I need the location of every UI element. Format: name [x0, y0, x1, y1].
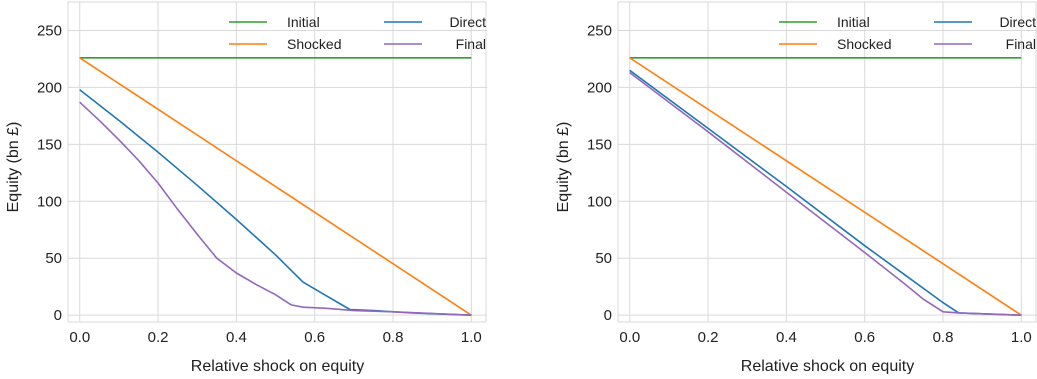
y-tick-label: 250 [37, 22, 62, 39]
series-line-final [79, 101, 472, 316]
legend: Initial Shocked Direct Final [229, 14, 486, 52]
series-line-direct [629, 69, 1022, 316]
x-axis-label: Relative shock on equity [191, 358, 364, 374]
plot-frame [67, 1, 487, 323]
x-tick-label: 0.6 [304, 329, 325, 346]
y-tick-label: 200 [37, 79, 62, 96]
legend: Initial Shocked Direct Final [779, 14, 1036, 52]
y-tick-label: 100 [587, 193, 612, 210]
y-tick-label: 150 [587, 136, 612, 153]
x-tick-label: 0.6 [854, 329, 875, 346]
plot-frame [617, 1, 1037, 323]
chart-panel-1: 0.0 0.2 0.4 0.6 0.8 1.0 0 50 100 150 200 250 Relativ… [5, 1, 487, 375]
y-tick-label: 150 [37, 136, 62, 153]
y-axis-label: Equity (bn £) [555, 122, 572, 213]
legend-label: Direct [999, 14, 1036, 30]
series-line-direct [79, 89, 472, 316]
x-tick-label: 0.2 [698, 329, 719, 346]
y-tick-label: 0 [604, 307, 612, 324]
y-tick-label: 100 [37, 193, 62, 210]
series-line-final [629, 71, 1022, 316]
x-tick-label: 0.2 [148, 329, 169, 346]
legend-label: Shocked [837, 36, 891, 52]
y-tick-label: 50 [595, 250, 612, 267]
x-tick-label: 1.0 [461, 329, 482, 346]
x-tick-label: 0.0 [619, 329, 640, 346]
x-axis-label: Relative shock on equity [741, 358, 914, 374]
x-tick-label: 1.0 [1011, 329, 1032, 346]
x-tick-label: 0.0 [69, 329, 90, 346]
x-tick-label: 0.4 [776, 329, 797, 346]
y-tick-label: 250 [587, 22, 612, 39]
legend-label: Initial [837, 14, 870, 30]
x-tick-label: 0.8 [933, 329, 954, 346]
legend-label: Direct [449, 14, 486, 30]
x-tick-label: 0.4 [226, 329, 247, 346]
y-tick-label: 0 [54, 307, 62, 324]
legend-label: Final [456, 36, 486, 52]
y-axis-label: Equity (bn £) [5, 122, 22, 213]
x-tick-label: 0.8 [383, 329, 404, 346]
legend-label: Shocked [287, 36, 341, 52]
legend-label: Final [1006, 36, 1036, 52]
series-line-shocked [79, 57, 472, 316]
series-line-shocked [629, 57, 1022, 316]
chart-panel-2: 0.0 0.2 0.4 0.6 0.8 1.0 0 50 100 150 200 250 Relativ… [555, 1, 1037, 375]
y-tick-label: 50 [45, 250, 62, 267]
legend-label: Initial [287, 14, 320, 30]
y-tick-label: 200 [587, 79, 612, 96]
